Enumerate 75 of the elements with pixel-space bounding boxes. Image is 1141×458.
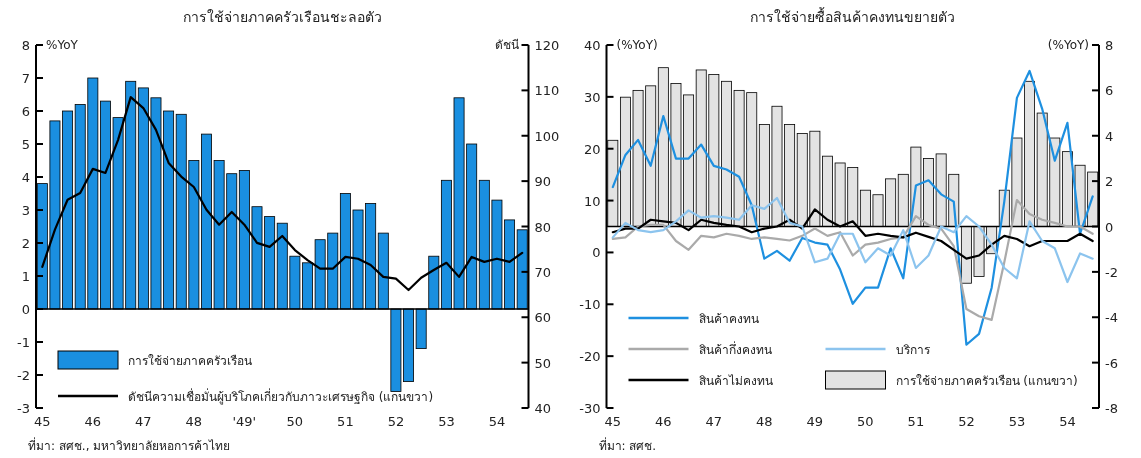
y2-axis-title: (%YoY) xyxy=(1047,38,1089,52)
y2-tick-label: 2 xyxy=(1105,174,1114,190)
legend-label: สินค้าไม่คงทน xyxy=(698,374,773,388)
legend-label: สินค้าคงทน xyxy=(698,312,759,326)
line-series xyxy=(611,198,1094,321)
y-tick-label: 4 xyxy=(21,170,30,185)
x-tick-label: 50 xyxy=(857,414,874,429)
y2-tick-label: 120 xyxy=(534,38,560,53)
y-tick-label: -3 xyxy=(17,401,30,416)
legend-label: ดัชนีความเชื่อมั่นผู้บริโภคเกี่ยวกับภาวะเศรษฐกิจ (แกนขวา) xyxy=(128,388,434,405)
y2-tick-label: -2 xyxy=(1105,264,1118,280)
x-tick-label: 47 xyxy=(135,414,152,429)
y-tick-label: -20 xyxy=(579,349,601,365)
y2-tick-label: -8 xyxy=(1105,401,1118,416)
x-tick-label: 54 xyxy=(488,414,506,429)
y2-tick-label: 80 xyxy=(534,219,552,235)
text: ที่มา: สศช., มหาวิทยาลัยหอการค้าไทย xyxy=(28,437,231,453)
y-tick-label: -2 xyxy=(17,368,30,383)
x-tick-label: 54 xyxy=(1059,414,1076,429)
line-series xyxy=(611,196,1094,284)
y2-tick-label: -4 xyxy=(1105,310,1118,326)
y2-tick-label: 40 xyxy=(534,401,552,416)
legend-label: การใช้จ่ายภาคครัวเรือน xyxy=(128,354,252,368)
y-tick-label: 20 xyxy=(583,141,601,157)
x-tick-label: 45 xyxy=(34,414,51,429)
legend-label: การใช้จ่ายภาคครัวเรือน (แกนขวา) xyxy=(895,374,1078,388)
y2-tick-label: 100 xyxy=(534,128,560,144)
y-tick-label: -10 xyxy=(579,297,601,313)
legend-label: บริการ xyxy=(895,343,931,357)
text: ที่มา: สศช. xyxy=(598,437,657,453)
y-tick-label: 6 xyxy=(21,104,30,119)
x-tick-label: 46 xyxy=(84,414,102,429)
y-tick-label: 30 xyxy=(583,89,601,105)
y2-tick-label: 4 xyxy=(1105,128,1114,144)
x-tick-label: 50 xyxy=(286,414,304,429)
chart-title: การใช้จ่ายภาคครัวเรือนชะลอตัว xyxy=(182,9,382,25)
y2-tick-label: 8 xyxy=(1105,38,1114,53)
y-tick-label: 10 xyxy=(583,193,601,209)
x-tick-label: 53 xyxy=(438,414,455,429)
y2-tick-label: 70 xyxy=(534,264,552,280)
y-tick-label: -30 xyxy=(579,401,601,416)
y-tick-label: 8 xyxy=(21,38,30,53)
legend-label: สินค้ากึ่งคงทน xyxy=(698,341,772,357)
x-tick-label: 52 xyxy=(387,414,405,429)
x-tick-label: 49 xyxy=(806,414,824,429)
x-tick-label: 48 xyxy=(185,414,203,429)
y-tick-label: 40 xyxy=(583,38,601,53)
y-tick-label: 0 xyxy=(592,245,601,261)
y-tick-label: 5 xyxy=(21,137,30,152)
y-tick-label: 7 xyxy=(21,71,30,86)
y-axis-title: (%YoY) xyxy=(616,38,658,52)
y-tick-label: 3 xyxy=(21,203,30,218)
y2-tick-label: 110 xyxy=(534,83,560,99)
y-axis-title: %YoY xyxy=(46,38,79,52)
y2-tick-label: 6 xyxy=(1105,83,1114,99)
y2-axis-title: ดัชนี xyxy=(494,38,519,52)
y2-tick-label: 90 xyxy=(534,174,552,190)
x-tick-label: 53 xyxy=(1008,414,1026,429)
chart-title: การใช้จ่ายซื้อสินค้าคงทนขยายตัว xyxy=(750,7,956,25)
x-tick-label: 52 xyxy=(958,414,975,429)
x-tick-label: 51 xyxy=(907,414,925,429)
x-tick-label: 51 xyxy=(337,414,354,429)
y2-tick-label: 0 xyxy=(1105,219,1114,235)
y-tick-label: 1 xyxy=(21,269,30,284)
x-tick-label: 46 xyxy=(655,414,672,429)
y-tick-label: 0 xyxy=(21,302,30,317)
x-tick-label: 48 xyxy=(756,414,773,429)
y2-tick-label: -6 xyxy=(1105,355,1118,371)
x-tick-label: 47 xyxy=(705,414,723,429)
x-tick-label: 45 xyxy=(604,414,622,429)
x-tick-label: '49' xyxy=(232,414,257,429)
y2-tick-label: 50 xyxy=(534,355,552,371)
y2-tick-label: 60 xyxy=(534,310,552,326)
y-tick-label: 2 xyxy=(21,236,30,251)
y-tick-label: -1 xyxy=(17,335,30,350)
